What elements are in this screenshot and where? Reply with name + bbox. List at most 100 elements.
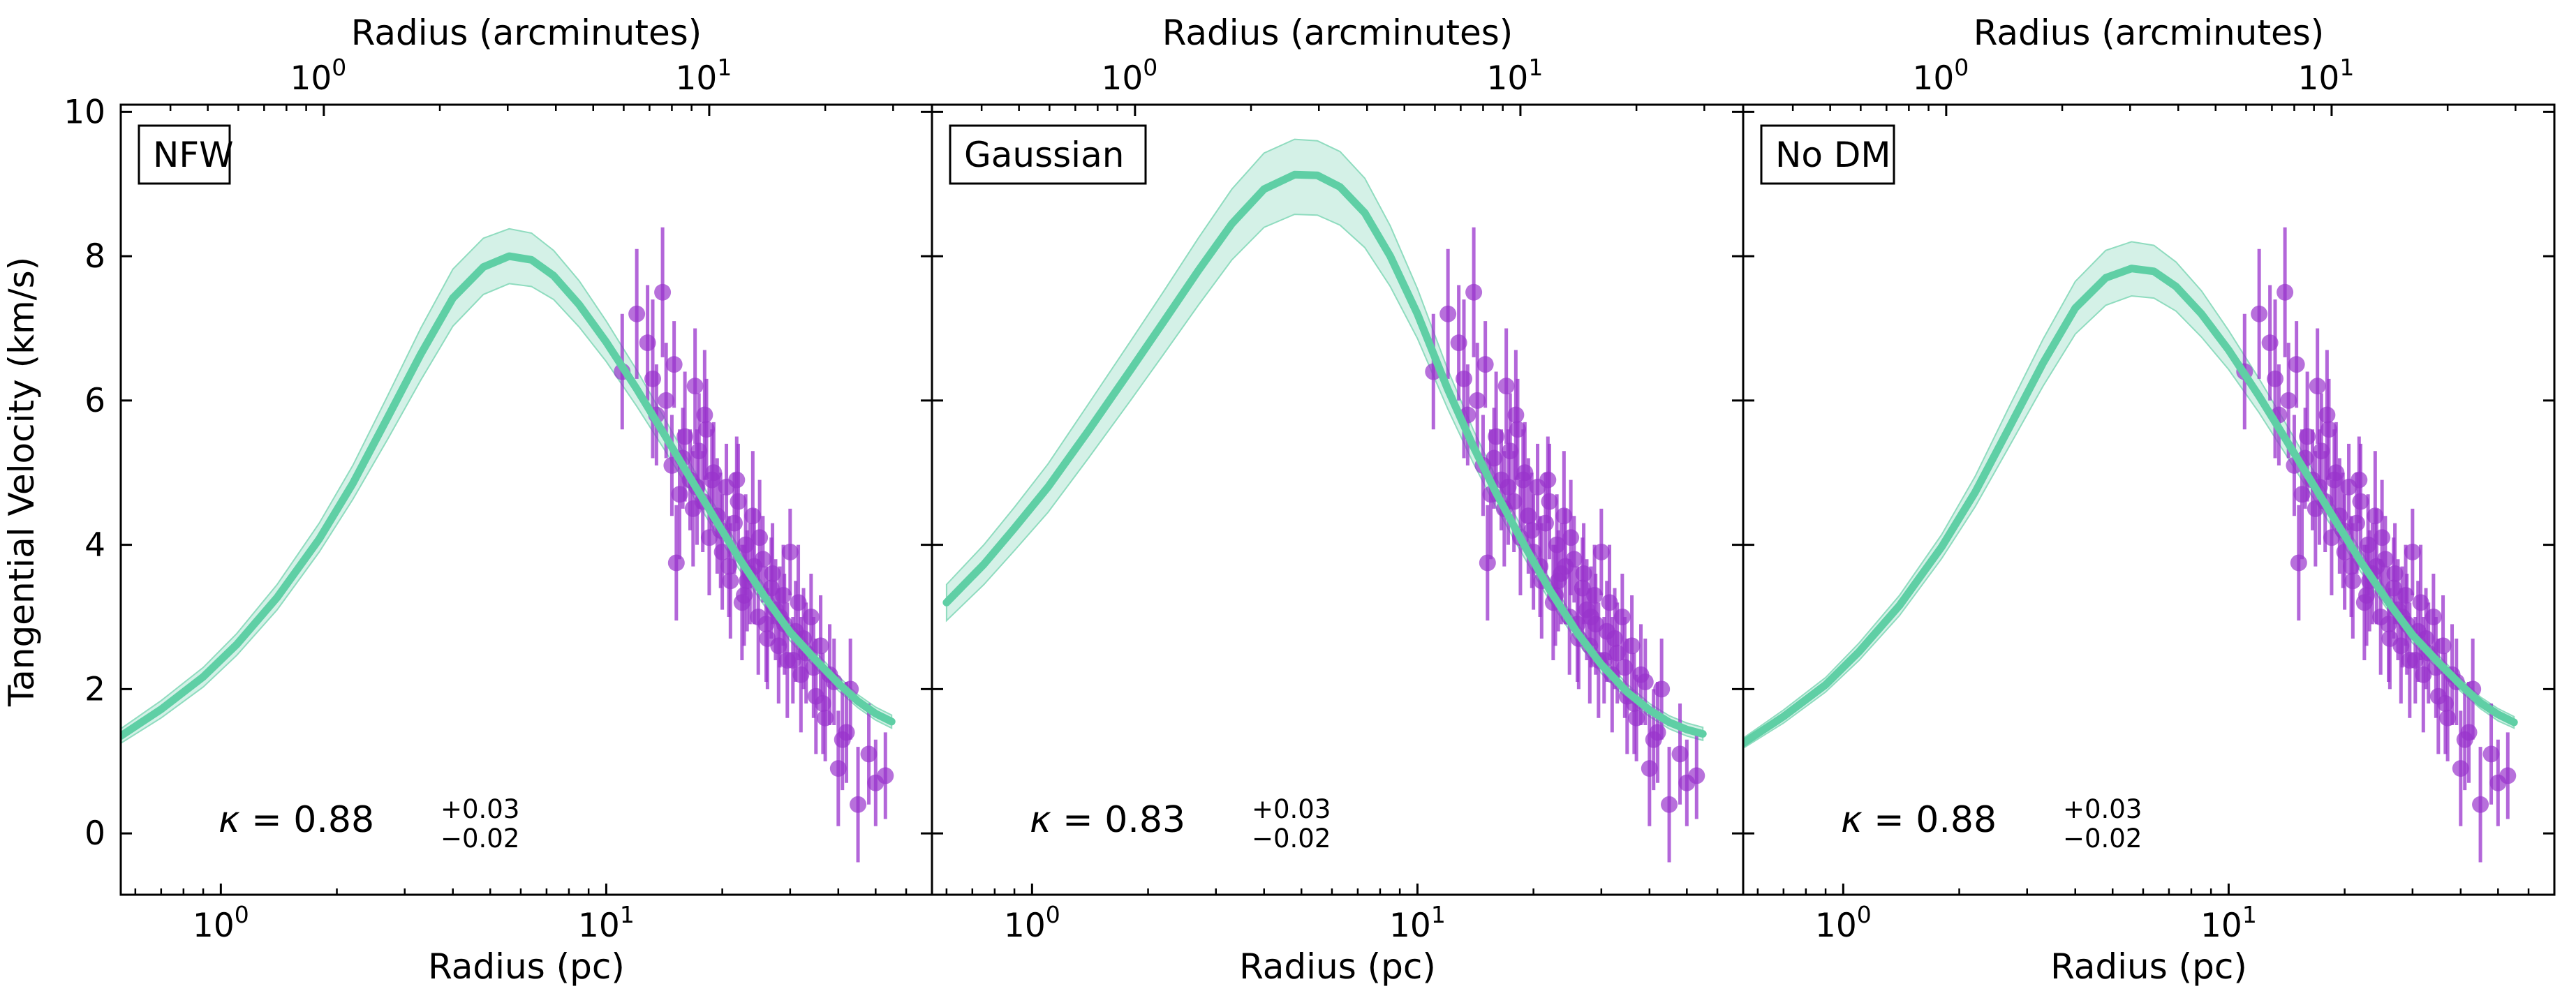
data-point [2318,406,2336,424]
data-point [1688,767,1705,784]
top-x-tick-base: 10 [2298,59,2340,98]
model-confidence-band [121,228,893,745]
data-point [781,543,799,560]
data-point [1476,356,1494,373]
data-point [1488,428,1505,445]
data-point [736,586,753,604]
data-point [2351,471,2368,489]
top-x-tick-label: 100 [290,54,346,98]
data-point [757,616,775,633]
x-tick-base: 10 [578,907,620,945]
data-point [850,796,867,813]
top-x-tick-label: 100 [1912,54,1969,98]
data-point [2367,507,2384,525]
data-point [658,392,675,409]
top-x-tick-base: 10 [1487,59,1529,98]
top-x-tick-exp: 0 [1954,54,1969,81]
top-x-tick-base: 10 [1101,59,1143,98]
data-point [2277,283,2294,301]
data-point [1623,637,1641,655]
model-label-box [1760,124,1895,185]
data-point [2380,616,2397,633]
model-label-box [138,124,231,185]
x-tick-base: 10 [1815,907,1857,945]
kappa-annotation: κ = 0.88 [219,799,374,841]
data-point [817,709,834,727]
data-point [2344,572,2362,590]
top-x-tick-exp: 0 [1143,54,1157,81]
data-point [762,579,780,597]
x-tick-exp: 0 [1857,901,1872,928]
x-tick-label: 101 [578,901,635,945]
x-tick-label: 101 [1389,901,1446,945]
data-point [2320,421,2338,438]
data-point [2439,709,2457,727]
data-point [2251,305,2268,322]
data-point [1502,442,1519,460]
x-tick-exp: 1 [1431,901,1446,928]
data-point [665,356,683,373]
data-point [1653,680,1671,698]
data-point [1514,471,1532,489]
data-point [1455,370,1472,387]
model-curve [1743,265,2518,747]
data-point [1539,471,1557,489]
data-point [2374,529,2391,546]
data-point [2436,695,2454,713]
data-point [2280,392,2297,409]
data-point [2385,579,2402,597]
data-point [1523,521,1541,539]
data-point [1520,507,1537,525]
top-x-tick-label: 101 [1487,54,1544,98]
data-point [698,421,716,438]
data-point [1550,572,1567,590]
y-tick-label: 2 [84,670,105,708]
data-point [784,652,801,669]
data-point [2452,760,2469,777]
data-point [1661,796,1678,813]
data-point [829,760,847,777]
kappa-minus: −0.02 [2063,824,2142,854]
data-point [686,378,704,395]
model-label-box [949,124,1147,185]
data-point [2352,493,2369,510]
data-point [1601,594,1618,611]
data-point [2460,724,2478,741]
data-point [667,554,685,572]
x-tick-label: 100 [1815,901,1872,945]
data-point [1541,493,1558,510]
model-label: Gaussian [964,135,1124,175]
kappa-value: 0.83 [1104,799,1185,841]
kappa-annotation: κ = 0.83 [1030,799,1185,841]
model-curve [121,252,896,740]
data-point [1636,673,1654,691]
top-x-axis-title: Radius (arcminutes) [1162,13,1513,53]
data-point [654,283,672,301]
top-x-tick-base: 10 [290,59,332,98]
top-x-tick-base: 10 [1912,59,1954,98]
data-point [2404,543,2421,560]
kappa-symbol: κ [1030,799,1051,841]
data-point [703,471,720,489]
data-point [1555,507,1573,525]
top-x-tick-exp: 1 [717,54,732,81]
y-tick-label: 6 [84,382,105,420]
y-axis-title: Tangential Velocity (km/s) [1,257,42,707]
data-point [775,586,792,604]
data-point [728,471,746,489]
y-tick-label: 10 [64,93,105,131]
data-point [812,637,829,655]
data-point [737,536,755,553]
data-point [2499,767,2517,784]
data-point [2425,608,2442,625]
data-point [2415,666,2432,683]
data-point [2358,586,2376,604]
data-point [1574,579,1591,597]
data-point [1557,558,1574,575]
top-x-axis-title: Radius (arcminutes) [351,13,702,53]
x-tick-base: 10 [1389,907,1431,945]
data-point [1608,644,1626,662]
